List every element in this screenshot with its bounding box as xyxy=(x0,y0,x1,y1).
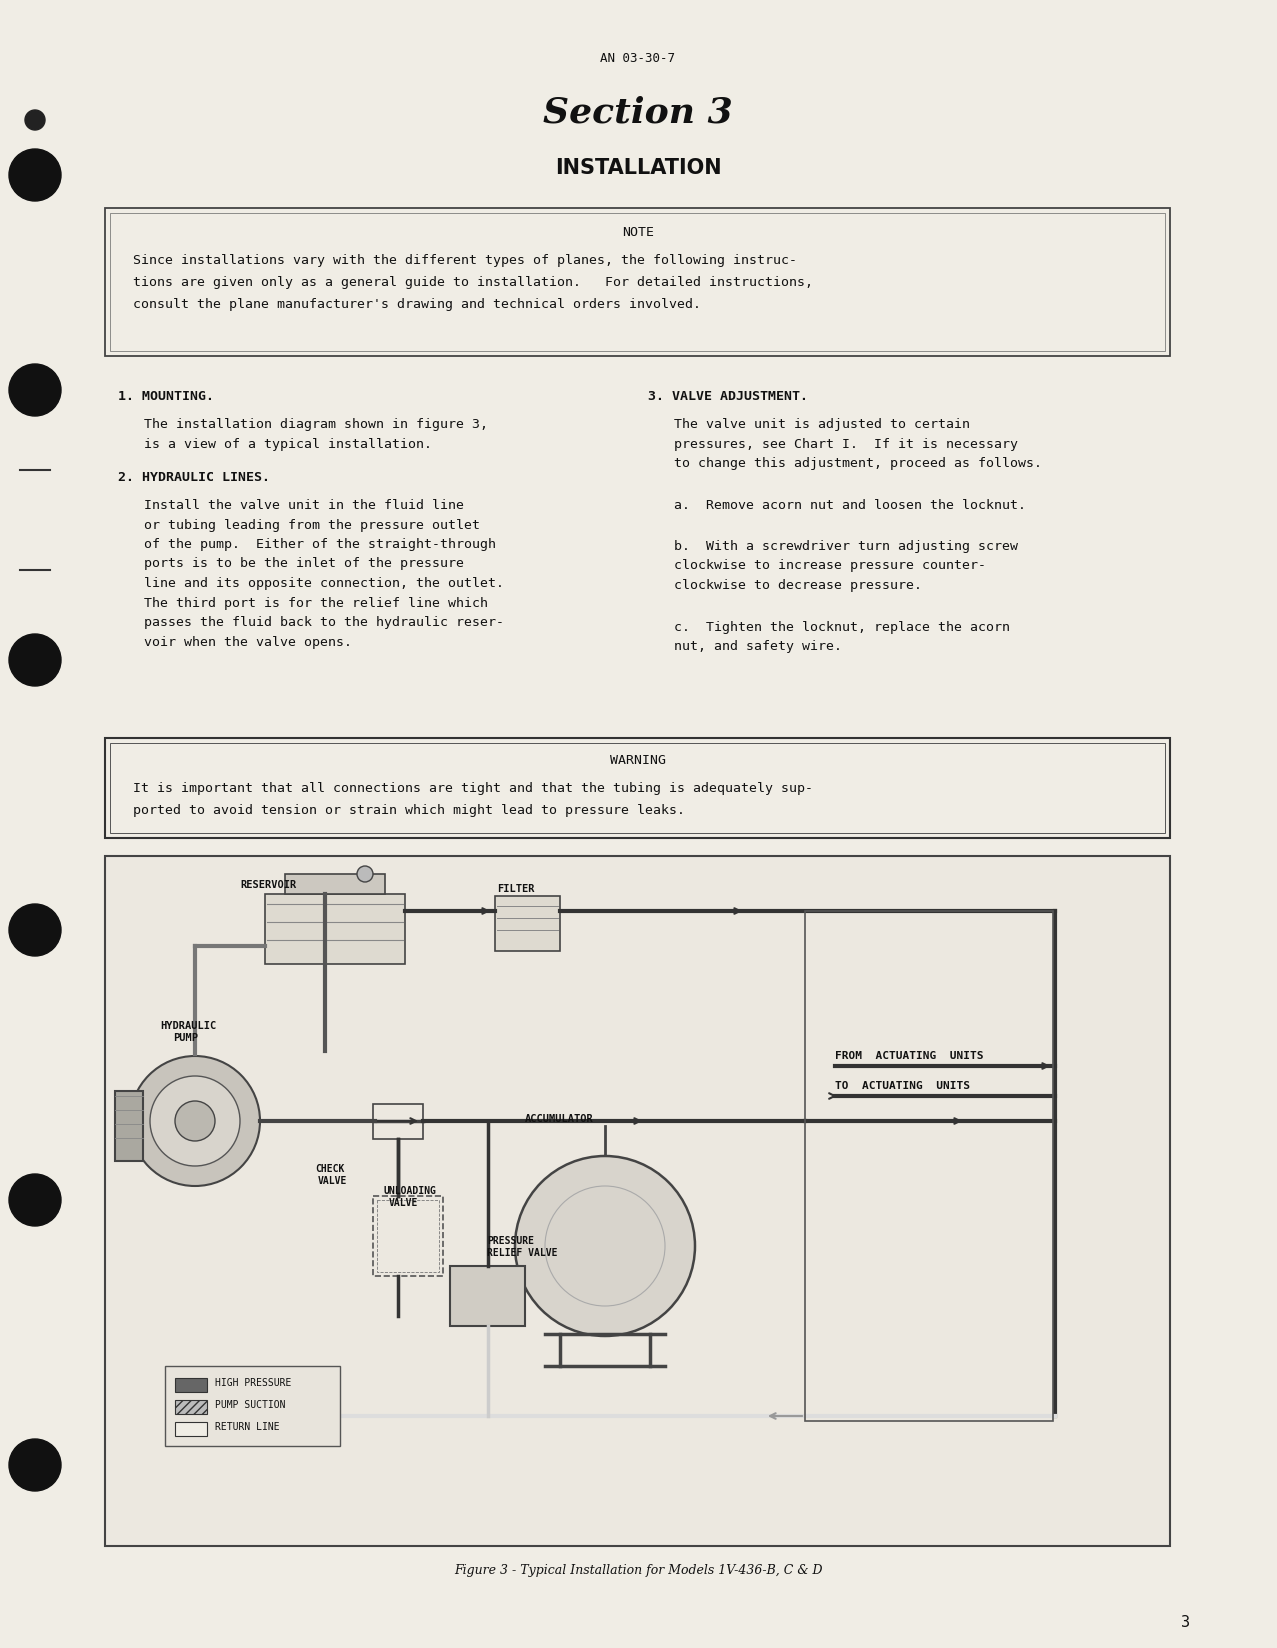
Text: ported to avoid tension or strain which might lead to pressure leaks.: ported to avoid tension or strain which … xyxy=(133,804,684,817)
Bar xyxy=(373,1196,443,1276)
Circle shape xyxy=(515,1155,695,1337)
Bar xyxy=(805,911,1054,1421)
Text: PUMP: PUMP xyxy=(172,1033,198,1043)
Bar xyxy=(373,1104,423,1139)
Circle shape xyxy=(9,905,61,956)
Bar xyxy=(450,1266,525,1327)
Text: WARNING: WARNING xyxy=(610,755,667,766)
Text: voir when the valve opens.: voir when the valve opens. xyxy=(144,636,352,649)
Text: is a view of a typical installation.: is a view of a typical installation. xyxy=(144,437,432,450)
Bar xyxy=(110,213,1165,351)
Text: clockwise to increase pressure counter-: clockwise to increase pressure counter- xyxy=(674,560,986,572)
Text: UNLOADING: UNLOADING xyxy=(383,1187,435,1196)
Circle shape xyxy=(26,110,45,130)
Text: FILTER: FILTER xyxy=(497,883,535,893)
Text: PRESSURE: PRESSURE xyxy=(487,1236,534,1246)
Bar xyxy=(175,1422,207,1435)
Bar xyxy=(285,873,384,893)
Text: 2. HYDRAULIC LINES.: 2. HYDRAULIC LINES. xyxy=(117,471,269,485)
Text: consult the plane manufacturer's drawing and technical orders involved.: consult the plane manufacturer's drawing… xyxy=(133,298,701,311)
Bar xyxy=(110,743,1165,832)
Text: The valve unit is adjusted to certain: The valve unit is adjusted to certain xyxy=(674,419,971,432)
Text: 3: 3 xyxy=(1181,1615,1190,1630)
Text: NOTE: NOTE xyxy=(622,226,654,239)
Text: passes the fluid back to the hydraulic reser-: passes the fluid back to the hydraulic r… xyxy=(144,616,504,630)
Text: line and its opposite connection, the outlet.: line and its opposite connection, the ou… xyxy=(144,577,504,590)
Bar xyxy=(165,1366,340,1445)
Text: 1. MOUNTING.: 1. MOUNTING. xyxy=(117,391,215,404)
Text: TO  ACTUATING  UNITS: TO ACTUATING UNITS xyxy=(835,1081,971,1091)
Text: HYDRAULIC: HYDRAULIC xyxy=(160,1022,216,1032)
Text: AN 03-30-7: AN 03-30-7 xyxy=(600,53,676,64)
Bar xyxy=(495,897,561,951)
Bar xyxy=(105,738,1170,837)
Text: RESERVOIR: RESERVOIR xyxy=(240,880,296,890)
Circle shape xyxy=(9,364,61,415)
Bar xyxy=(377,1200,439,1272)
Circle shape xyxy=(358,865,373,882)
Circle shape xyxy=(175,1101,215,1140)
Text: HIGH PRESSURE: HIGH PRESSURE xyxy=(215,1378,291,1388)
Text: c.  Tighten the locknut, replace the acorn: c. Tighten the locknut, replace the acor… xyxy=(674,621,1010,633)
Text: 3. VALVE ADJUSTMENT.: 3. VALVE ADJUSTMENT. xyxy=(647,391,808,404)
Bar xyxy=(175,1401,207,1414)
Bar xyxy=(266,893,405,964)
Circle shape xyxy=(130,1056,261,1187)
Text: VALVE: VALVE xyxy=(318,1177,347,1187)
Text: It is important that all connections are tight and that the tubing is adequately: It is important that all connections are… xyxy=(133,783,813,794)
Bar xyxy=(105,208,1170,356)
Bar xyxy=(175,1378,207,1393)
Text: ports is to be the inlet of the pressure: ports is to be the inlet of the pressure xyxy=(144,557,464,570)
Text: INSTALLATION: INSTALLATION xyxy=(554,158,722,178)
Text: The installation diagram shown in figure 3,: The installation diagram shown in figure… xyxy=(144,419,488,432)
Text: PUMP SUCTION: PUMP SUCTION xyxy=(215,1401,286,1411)
Text: b.  With a screwdriver turn adjusting screw: b. With a screwdriver turn adjusting scr… xyxy=(674,541,1018,554)
Circle shape xyxy=(9,1439,61,1491)
Text: of the pump.  Either of the straight-through: of the pump. Either of the straight-thro… xyxy=(144,537,495,550)
Text: or tubing leading from the pressure outlet: or tubing leading from the pressure outl… xyxy=(144,519,480,532)
Text: CHECK: CHECK xyxy=(315,1163,345,1173)
Text: pressures, see Chart I.  If it is necessary: pressures, see Chart I. If it is necessa… xyxy=(674,437,1018,450)
Circle shape xyxy=(9,1173,61,1226)
Text: The third port is for the relief line which: The third port is for the relief line wh… xyxy=(144,597,488,610)
Text: clockwise to decrease pressure.: clockwise to decrease pressure. xyxy=(674,578,922,592)
Circle shape xyxy=(9,634,61,686)
Text: RELIEF VALVE: RELIEF VALVE xyxy=(487,1248,558,1257)
Text: ACCUMULATOR: ACCUMULATOR xyxy=(525,1114,594,1124)
Text: tions are given only as a general guide to installation.   For detailed instruct: tions are given only as a general guide … xyxy=(133,275,813,288)
Text: a.  Remove acorn nut and loosen the locknut.: a. Remove acorn nut and loosen the lockn… xyxy=(674,498,1025,511)
Text: FROM  ACTUATING  UNITS: FROM ACTUATING UNITS xyxy=(835,1051,983,1061)
Circle shape xyxy=(9,148,61,201)
Text: Install the valve unit in the fluid line: Install the valve unit in the fluid line xyxy=(144,499,464,513)
Text: nut, and safety wire.: nut, and safety wire. xyxy=(674,639,842,653)
Text: Figure 3 - Typical Installation for Models 1V-436-B, C & D: Figure 3 - Typical Installation for Mode… xyxy=(453,1564,822,1577)
Text: Since installations vary with the different types of planes, the following instr: Since installations vary with the differ… xyxy=(133,254,797,267)
Text: Section 3: Section 3 xyxy=(543,96,733,129)
Bar xyxy=(105,855,1170,1546)
Text: to change this adjustment, proceed as follows.: to change this adjustment, proceed as fo… xyxy=(674,456,1042,470)
Bar xyxy=(115,1091,143,1160)
Text: VALVE: VALVE xyxy=(389,1198,419,1208)
Circle shape xyxy=(149,1076,240,1167)
Text: RETURN LINE: RETURN LINE xyxy=(215,1422,280,1432)
